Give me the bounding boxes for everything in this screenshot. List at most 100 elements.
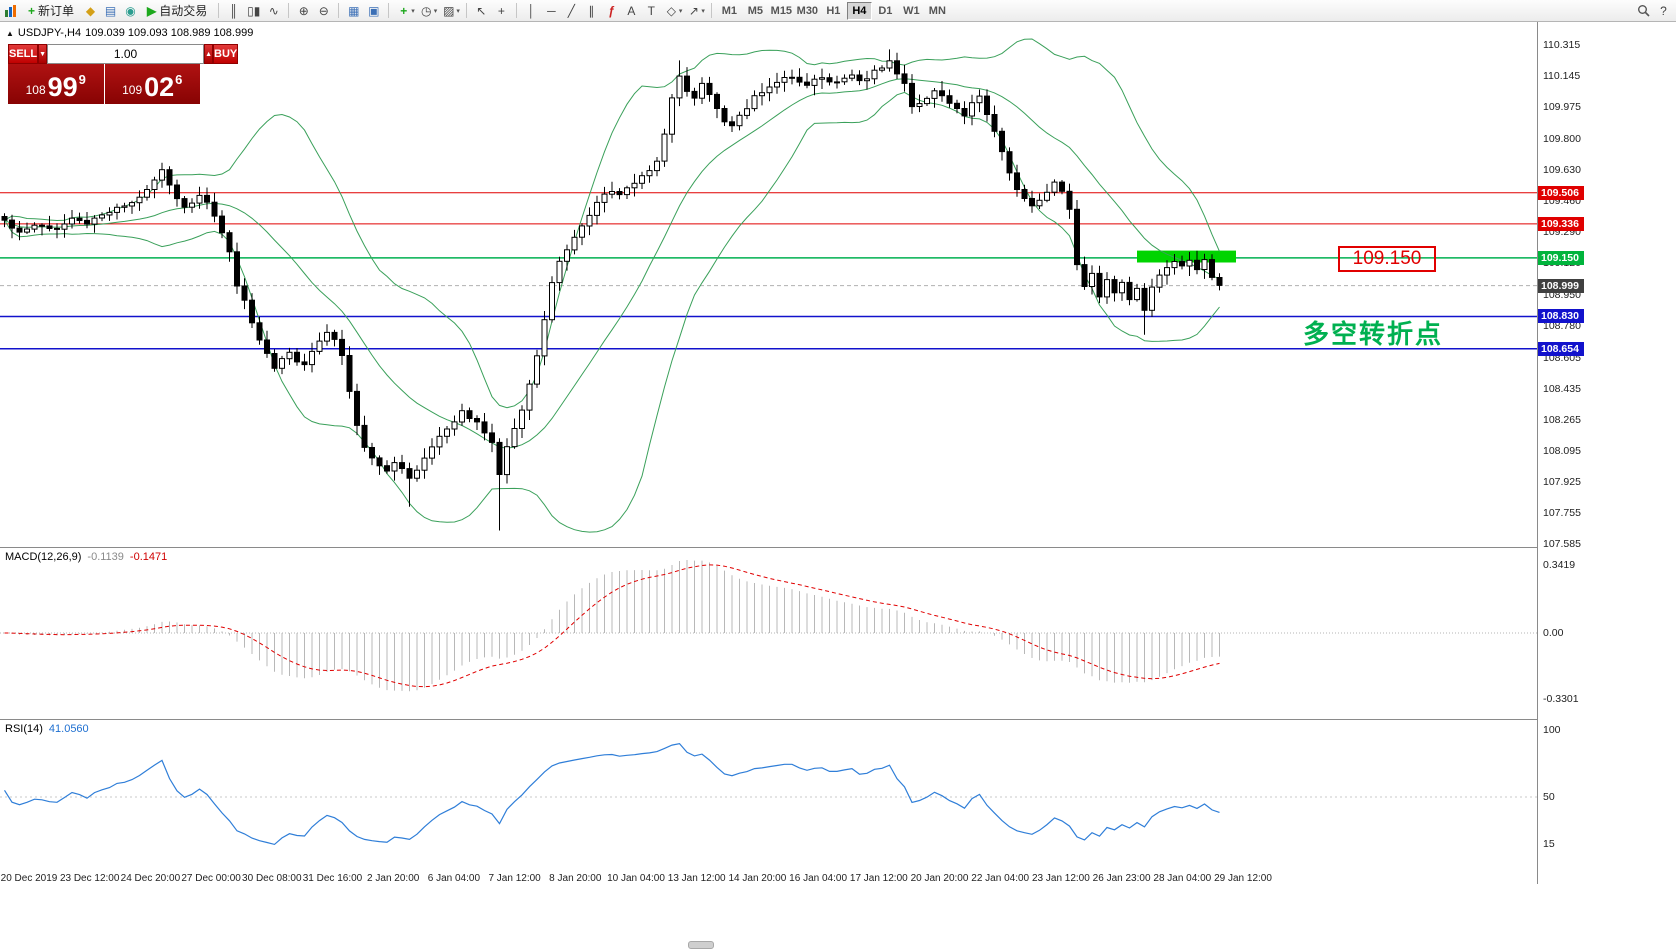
- price-tick-label: 109.800: [1543, 133, 1581, 145]
- channel-icon[interactable]: ∥: [588, 3, 595, 18]
- macd-signal-value: -0.1471: [129, 551, 168, 563]
- buy-price-pip: 6: [175, 72, 183, 87]
- price-annotation-box[interactable]: 109.150: [1338, 246, 1436, 272]
- sell-button[interactable]: SELL: [8, 44, 39, 64]
- templates-caret-icon[interactable]: ▾: [456, 7, 460, 15]
- sell-price-display[interactable]: 108 99 9: [8, 64, 104, 104]
- buy-button[interactable]: BUY: [213, 44, 239, 64]
- time-axis-label: 16 Jan 04:00: [789, 873, 848, 884]
- panel-separator[interactable]: [0, 719, 1676, 720]
- time-axis[interactable]: 20 Dec 2019 23 Dec 12:00 24 Dec 20:00 27 De…: [0, 869, 1537, 887]
- candlestick-chart[interactable]: [0, 22, 1537, 547]
- zoom-in-icon[interactable]: ⊕: [298, 3, 309, 18]
- macd-title: MACD(12,26,9): [5, 551, 82, 563]
- main-chart-panel[interactable]: ▲ USDJPY-,H4 109.039 109.093 108.989 108…: [0, 22, 1537, 547]
- time-axis-label: 8 Jan 20:00: [549, 873, 602, 884]
- chart-title: ▲ USDJPY-,H4 109.039 109.093 108.989 108…: [6, 27, 253, 39]
- toolbar-separator: [338, 3, 340, 18]
- buy-price-display[interactable]: 109 02 6: [104, 64, 200, 104]
- rsi-scale-label: 100: [1543, 724, 1561, 736]
- timeframe-h1-button[interactable]: H1: [821, 2, 846, 20]
- arrows-caret-icon[interactable]: ▾: [701, 7, 705, 15]
- time-axis-label: 22 Jan 04:00: [971, 873, 1030, 884]
- macd-chart[interactable]: [0, 548, 1537, 719]
- cascade-windows-icon[interactable]: ▣: [368, 3, 380, 18]
- time-axis-label: 24 Dec 20:00: [120, 873, 181, 884]
- crosshair-icon[interactable]: +: [497, 3, 505, 18]
- rsi-chart[interactable]: [0, 720, 1537, 869]
- timeframe-m30-button[interactable]: M30: [795, 2, 820, 20]
- sell-price-main: 99: [47, 72, 78, 103]
- label-tool-icon[interactable]: T: [647, 3, 655, 18]
- rsi-panel[interactable]: RSI(14) 41.0560: [0, 720, 1537, 869]
- arrows-icon[interactable]: ↗: [688, 3, 699, 18]
- autotrading-button[interactable]: ▶ 自动交易: [141, 1, 213, 20]
- rsi-title: RSI(14): [5, 723, 43, 735]
- autotrading-icon: ▶: [147, 3, 157, 18]
- vertical-line-icon[interactable]: │: [527, 3, 536, 18]
- macd-scale-label: 0.00: [1543, 627, 1564, 639]
- navigator-icon[interactable]: ◉: [125, 3, 136, 18]
- time-axis-label: 28 Jan 04:00: [1153, 873, 1212, 884]
- toolbar-separator: [710, 3, 712, 18]
- time-axis-label: 30 Dec 08:00: [242, 873, 302, 884]
- one-click-collapse-button[interactable]: ▲: [6, 28, 14, 38]
- candlestick-chart-icon[interactable]: ▯▮: [247, 3, 261, 18]
- lot-size-input[interactable]: [47, 44, 205, 64]
- bottom-scroll-thumb[interactable]: [688, 941, 714, 949]
- buy-price-prefix: 109: [122, 83, 143, 97]
- text-tool-icon[interactable]: A: [627, 3, 636, 18]
- timeframe-mn-button[interactable]: MN: [925, 2, 950, 20]
- panel-separator[interactable]: [0, 547, 1676, 548]
- autotrading-label: 自动交易: [159, 4, 208, 18]
- app-icon: [3, 3, 19, 19]
- sell-price-prefix: 108: [25, 83, 46, 97]
- data-window-icon[interactable]: ▤: [104, 3, 117, 18]
- time-axis-label: 20 Jan 20:00: [910, 873, 969, 884]
- zoom-out-icon[interactable]: ⊖: [318, 3, 329, 18]
- bar-chart-icon[interactable]: ║: [229, 3, 239, 18]
- macd-panel[interactable]: MACD(12,26,9) -0.1139 -0.1471: [0, 548, 1537, 719]
- fibonacci-icon[interactable]: ƒ: [607, 3, 615, 18]
- timeframe-m1-button[interactable]: M1: [717, 2, 742, 20]
- lot-decrease-button[interactable]: ▼: [38, 44, 48, 64]
- chart-symbol: USDJPY-,H4: [17, 27, 82, 39]
- price-tick-label: 110.315: [1543, 39, 1581, 51]
- time-axis-label: 26 Jan 23:00: [1092, 873, 1151, 884]
- timeframe-m5-button[interactable]: M5: [743, 2, 768, 20]
- timeframe-m15-button[interactable]: M15: [769, 2, 794, 20]
- timeframe-h4-button[interactable]: H4: [846, 1, 872, 20]
- tile-windows-icon[interactable]: ▦: [348, 3, 360, 18]
- timeframe-d1-button[interactable]: D1: [873, 2, 898, 20]
- horizontal-line-icon[interactable]: ─: [547, 3, 556, 18]
- price-tick-label: 108.265: [1543, 414, 1581, 426]
- sell-price-pip: 9: [78, 72, 86, 87]
- shapes-caret-icon[interactable]: ▾: [678, 7, 683, 15]
- periods-caret-icon[interactable]: ▾: [433, 7, 438, 15]
- macd-scale-label: 0.3419: [1543, 559, 1576, 571]
- market-watch-icon[interactable]: ◆: [85, 3, 96, 18]
- trendline-icon[interactable]: ╱: [567, 3, 575, 18]
- price-badge: 109.336: [1538, 217, 1584, 231]
- timeframe-w1-button[interactable]: W1: [899, 2, 924, 20]
- turning-point-annotation[interactable]: 多空转折点: [1303, 320, 1444, 349]
- price-badge: 108.999: [1538, 279, 1584, 293]
- price-tick-label: 109.630: [1543, 164, 1581, 176]
- cursor-icon[interactable]: ↖: [476, 3, 487, 18]
- templates-icon[interactable]: ▨: [443, 3, 455, 18]
- rsi-scale-label: 15: [1543, 838, 1555, 850]
- indicators-icon[interactable]: +: [400, 3, 408, 18]
- indicators-caret-icon[interactable]: ▾: [411, 7, 415, 15]
- shapes-icon[interactable]: ◇: [666, 3, 676, 18]
- price-tick-label: 108.780: [1543, 320, 1581, 332]
- new-order-button[interactable]: + 新订单: [22, 1, 80, 20]
- lot-increase-button[interactable]: ▲: [204, 44, 213, 64]
- help-icon[interactable]: ?: [1660, 3, 1667, 18]
- price-tick-label: 109.975: [1543, 101, 1581, 113]
- line-chart-icon[interactable]: ∿: [268, 3, 279, 18]
- price-scale[interactable]: 110.315 110.145 109.975 109.800 109.630 109.4…: [1537, 22, 1676, 884]
- search-icon[interactable]: [1634, 1, 1653, 20]
- rsi-label: RSI(14) 41.0560: [5, 723, 89, 735]
- periods-icon[interactable]: ◷: [421, 3, 432, 18]
- price-tick-label: 108.095: [1543, 445, 1581, 457]
